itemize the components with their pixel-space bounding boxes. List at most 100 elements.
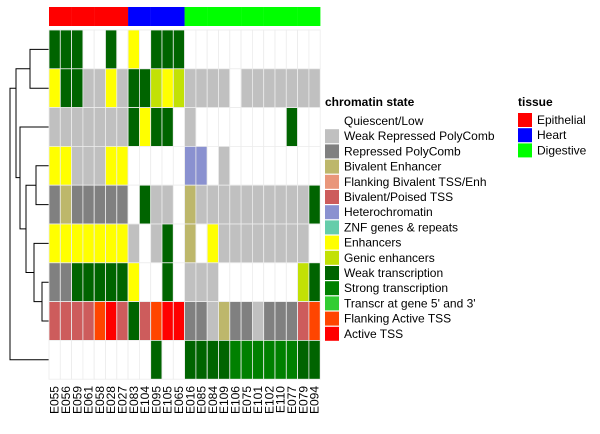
heatmap-cell: [71, 29, 84, 70]
heatmap-cell: [274, 107, 287, 147]
heatmap-cell: [82, 107, 95, 147]
heatmap-cell: [82, 68, 95, 109]
row-dendrogram: [9, 48, 49, 361]
sample-label: E105: [161, 386, 175, 414]
annotation-cell: [116, 7, 129, 26]
legend-swatch: [325, 296, 339, 311]
heatmap-cell: [116, 262, 129, 302]
heatmap-cell: [138, 262, 152, 302]
heatmap-cell: [161, 262, 174, 302]
heatmap-cell: [297, 29, 310, 70]
legend-swatch: [325, 250, 339, 265]
sample-label: E055: [48, 386, 62, 414]
heatmap-cell: [59, 29, 72, 70]
heatmap-cell: [127, 107, 140, 147]
heatmap-cell: [285, 301, 298, 341]
heatmap-cell: [127, 68, 140, 109]
annotation-cell: [229, 7, 242, 26]
heatmap-cell: [138, 339, 152, 380]
legend-label: Digestive: [537, 143, 587, 157]
heatmap-cell: [229, 107, 242, 147]
sample-label: E102: [262, 386, 276, 414]
heatmap-cell: [263, 262, 276, 302]
heatmap-cell: [218, 339, 231, 380]
heatmap-cell: [297, 262, 310, 302]
heatmap-cell: [184, 184, 197, 225]
heatmap-cell: [59, 262, 72, 302]
annotation-cell: [82, 7, 95, 26]
heatmap-cell: [195, 29, 208, 70]
sample-label: E095: [149, 386, 163, 414]
heatmap-cell: [71, 107, 84, 147]
annotation-cell: [297, 7, 310, 26]
sample-label: E016: [183, 386, 197, 414]
heatmap-cell: [184, 145, 197, 186]
heatmap-cell: [274, 301, 287, 341]
heatmap-cell: [172, 184, 186, 225]
heatmap-cell: [184, 301, 197, 341]
heatmap-cell: [138, 223, 152, 264]
heatmap-cell: [82, 339, 95, 380]
heatmap-cell: [297, 107, 310, 147]
annotation-cell: [105, 7, 117, 26]
heatmap-cell: [71, 184, 84, 225]
annotation-cell: [94, 7, 106, 26]
legend-swatch: [325, 174, 339, 189]
heatmap-cell: [172, 301, 186, 341]
heatmap-cell: [195, 184, 208, 225]
heatmap-cell: [263, 301, 276, 341]
heatmap-cell: [116, 184, 129, 225]
heatmap-cell: [59, 184, 72, 225]
heatmap-cell: [229, 184, 242, 225]
heatmap-cell: [218, 145, 231, 186]
heatmap-cell: [105, 262, 118, 302]
heatmap-cell: [105, 29, 118, 70]
heatmap-cell: [206, 29, 219, 70]
heatmap-cell: [308, 145, 321, 186]
heatmap-cell: [240, 301, 253, 341]
dendrogram-branch: [19, 126, 49, 230]
heatmap-cell: [59, 223, 72, 264]
heatmap-cell: [240, 184, 253, 225]
heatmap-cell: [297, 184, 310, 225]
heatmap-cell: [105, 68, 118, 109]
legend-label: Heart: [537, 128, 567, 142]
heatmap-cell: [274, 223, 287, 264]
sample-label: E075: [240, 386, 254, 414]
heatmap-cell: [274, 339, 287, 380]
heatmap-cell: [161, 68, 174, 109]
legend-swatch: [325, 205, 339, 220]
heatmap-cell: [285, 339, 298, 380]
legend-swatch: [325, 266, 339, 280]
legend-swatch: [325, 114, 339, 128]
heatmap-cell: [71, 145, 84, 186]
heatmap-cell: [251, 29, 265, 70]
heatmap-cell: [59, 107, 72, 147]
legend-label: Bivalent Enhancer: [344, 160, 441, 174]
legend-label: Quiescent/Low: [344, 114, 424, 128]
sample-label: E079: [296, 386, 310, 414]
heatmap-cell: [71, 68, 84, 109]
heatmap-cell: [285, 184, 298, 225]
heatmap-cell: [59, 301, 72, 341]
legend-swatch: [325, 159, 339, 174]
heatmap-cell: [82, 223, 95, 264]
heatmap-cell: [229, 223, 242, 264]
legend-label: Active TSS: [344, 327, 403, 341]
annotation-cell: [128, 7, 140, 26]
heatmap-cell: [229, 145, 242, 186]
annotation-cell: [263, 7, 276, 26]
heatmap-cell: [263, 339, 276, 380]
heatmap-cell: [274, 145, 287, 186]
heatmap-cell: [116, 223, 129, 264]
heatmap-cell: [297, 339, 310, 380]
heatmap-cell: [105, 145, 118, 186]
heatmap-cell: [195, 339, 208, 380]
heatmap-cell: [93, 223, 106, 264]
heatmap-cell: [229, 68, 242, 109]
legend-swatch: [518, 113, 532, 127]
sample-label: E110: [274, 386, 288, 413]
heatmap-cell: [308, 184, 321, 225]
